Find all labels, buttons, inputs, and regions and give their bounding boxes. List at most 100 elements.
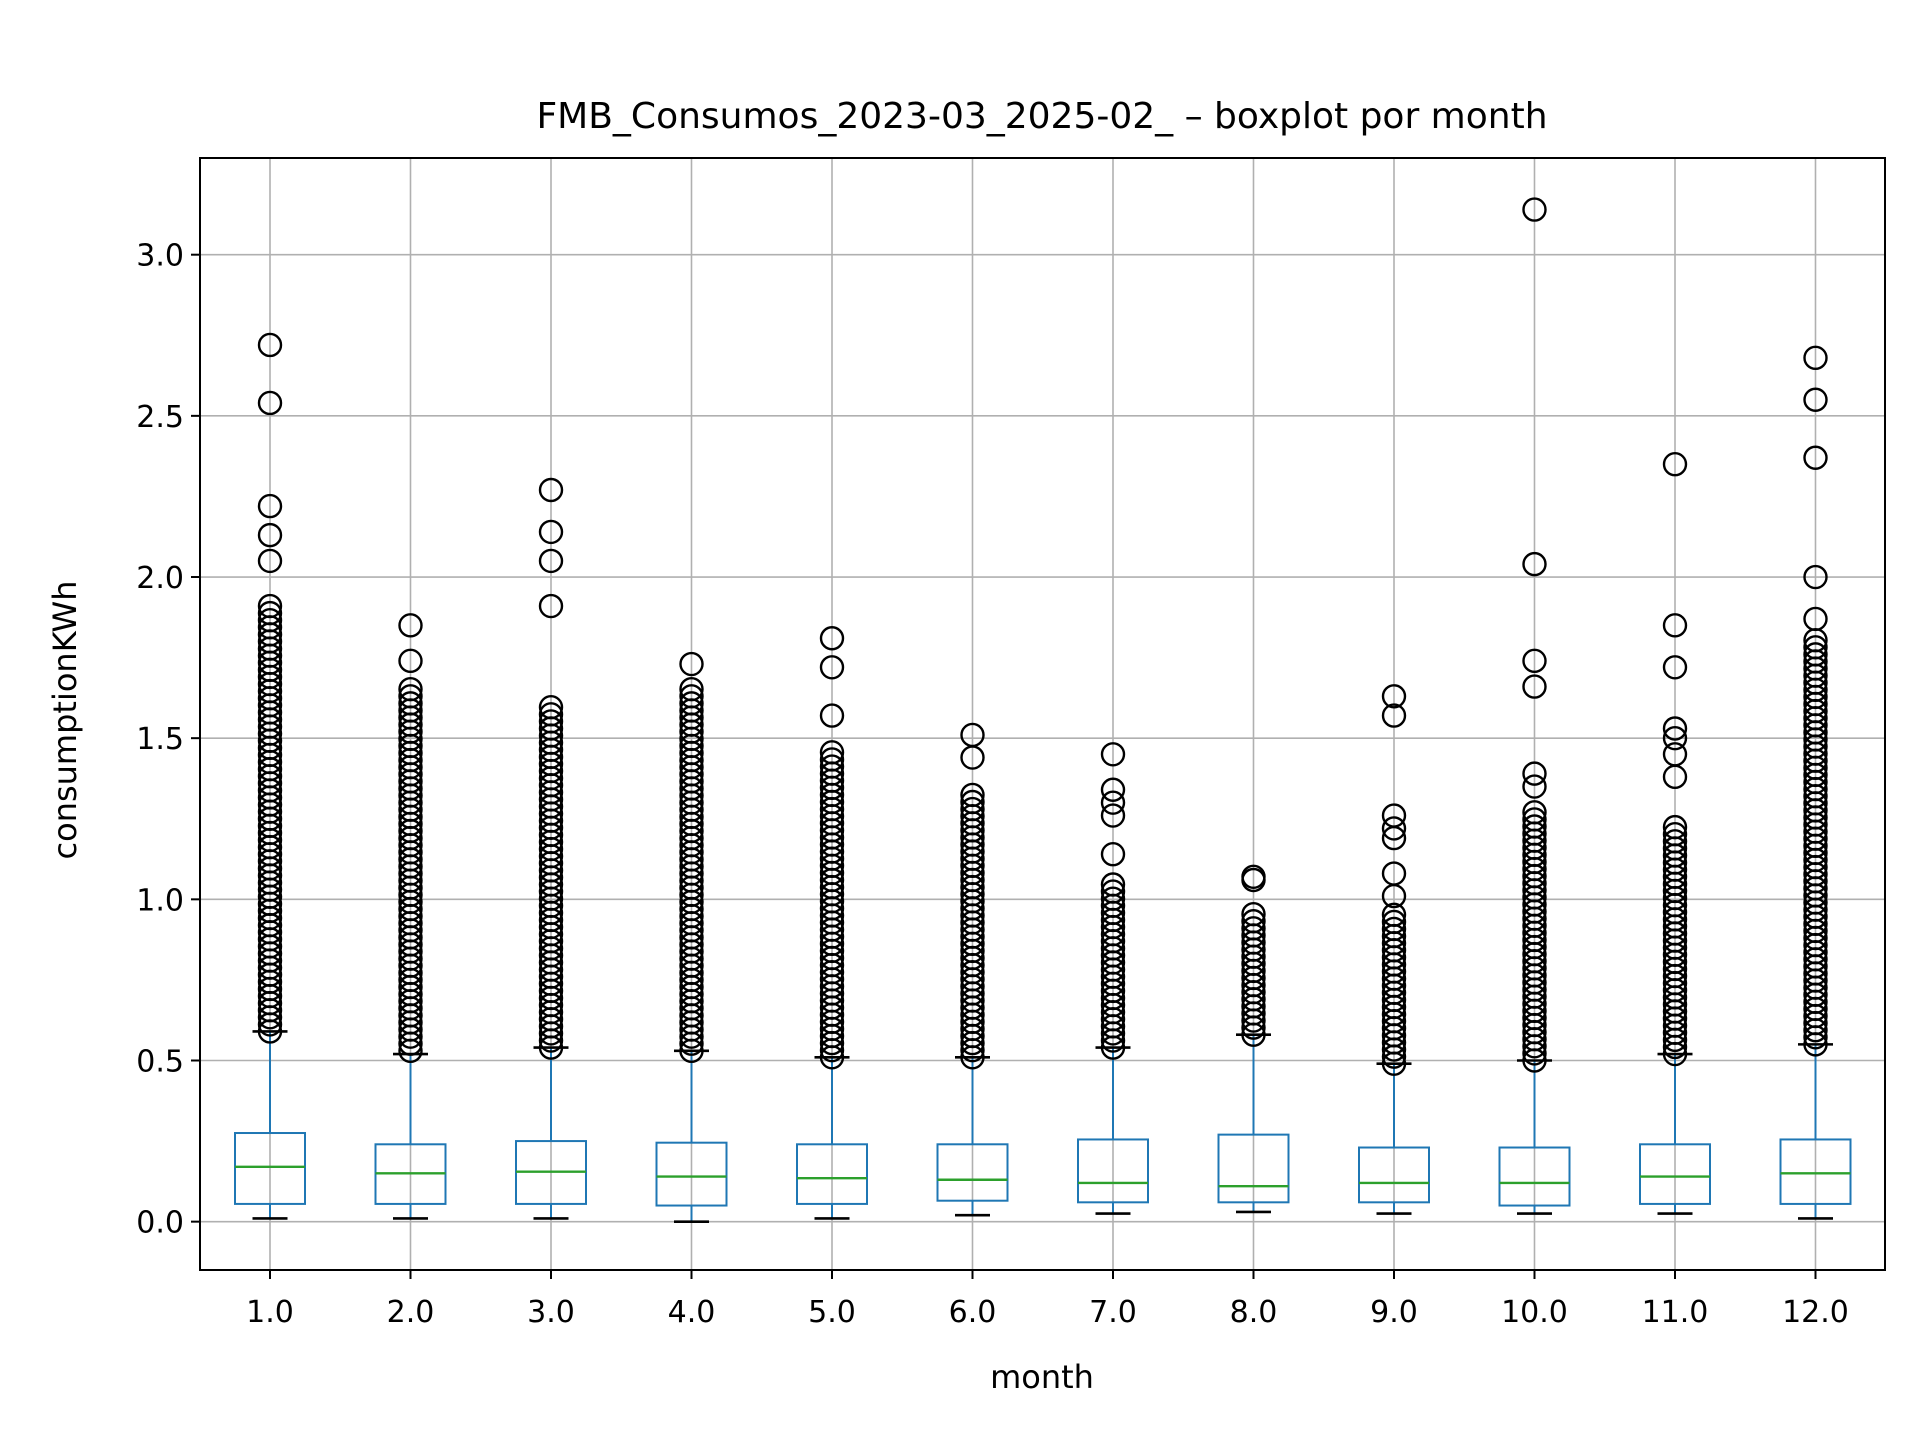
outlier-point xyxy=(538,548,564,574)
outlier-point xyxy=(819,655,845,680)
box-group-10.0 xyxy=(1498,197,1571,1215)
x-tick-label: 6.0 xyxy=(949,1295,997,1330)
iqr-box xyxy=(1639,1143,1711,1205)
x-tick-label: 3.0 xyxy=(527,1295,575,1330)
outlier-point xyxy=(398,676,423,702)
outlier-point xyxy=(257,493,283,519)
box-layer xyxy=(234,197,1852,1223)
outlier-point xyxy=(1100,879,1126,904)
y-tick-label: 0.5 xyxy=(136,1044,184,1079)
outlier-point xyxy=(1381,902,1407,928)
box-group-6.0 xyxy=(936,722,1009,1217)
outlier-point xyxy=(1522,774,1547,799)
x-tick-label: 4.0 xyxy=(668,1295,716,1330)
y-tick-label: 2.5 xyxy=(136,400,184,435)
iqr-box xyxy=(655,1141,728,1207)
outlier-point xyxy=(1381,684,1407,709)
outlier-point xyxy=(1100,777,1126,802)
outlier-point xyxy=(1241,916,1266,941)
iqr-box xyxy=(1358,1146,1430,1204)
iqr-box xyxy=(1077,1138,1149,1204)
outlier-point xyxy=(1803,564,1828,590)
tick-layer: 0.0 0.5 1.0 1.5 2.0 2.5 3.0 1.0 2.0 3.0 4.0 5.0 6.0 7… xyxy=(136,239,1849,1330)
outlier-point xyxy=(398,691,423,716)
outlier-point xyxy=(1522,800,1547,825)
outlier-point xyxy=(1381,909,1407,935)
iqr-box xyxy=(1217,1133,1290,1204)
outlier-point xyxy=(257,593,283,619)
iqr-box xyxy=(234,1132,306,1205)
outlier-point xyxy=(1662,725,1688,751)
outlier-point xyxy=(679,691,704,716)
x-tick-label: 2.0 xyxy=(387,1295,435,1330)
outlier-point xyxy=(1381,861,1407,886)
outlier-point xyxy=(398,648,423,674)
outlier-point xyxy=(257,332,283,358)
outlier-point xyxy=(1522,197,1547,222)
iqr-box xyxy=(1498,1146,1571,1207)
outlier-point xyxy=(819,703,845,728)
outlier-point xyxy=(538,593,564,619)
outlier-point xyxy=(1100,872,1126,897)
outlier-point xyxy=(1522,761,1547,786)
outlier-point xyxy=(1381,916,1407,942)
outlier-point xyxy=(1803,635,1828,660)
box-group-3.0 xyxy=(515,477,587,1220)
outlier-point xyxy=(1522,814,1547,839)
chart-title: FMB_Consumos_2023-03_2025-02_ – boxplot … xyxy=(536,96,1547,137)
outlier-point xyxy=(679,651,704,677)
box-group-11.0 xyxy=(1639,452,1711,1215)
outlier-point xyxy=(538,519,564,545)
box-group-4.0 xyxy=(655,651,728,1223)
outlier-point xyxy=(1100,842,1126,867)
box-group-1.0 xyxy=(234,332,306,1220)
iqr-box xyxy=(936,1143,1009,1202)
y-tick-label: 0.0 xyxy=(136,1206,184,1241)
outlier-point xyxy=(1662,829,1688,854)
outlier-point xyxy=(1662,716,1688,741)
outlier-point xyxy=(960,796,985,822)
x-tick-label: 7.0 xyxy=(1089,1295,1137,1330)
x-tick-label: 5.0 xyxy=(808,1295,856,1330)
outlier-point xyxy=(819,626,845,651)
iqr-box xyxy=(796,1143,868,1205)
y-axis-label: consumptionKWh xyxy=(46,581,84,860)
box-group-9.0 xyxy=(1358,684,1430,1215)
outlier-point xyxy=(1662,655,1688,680)
outlier-point xyxy=(1662,613,1688,638)
x-axis-label: month xyxy=(990,1358,1094,1396)
outlier-point xyxy=(538,702,564,727)
outlier-point xyxy=(679,684,704,709)
plot-frame xyxy=(199,157,1886,1271)
outlier-point xyxy=(538,477,564,503)
outlier-point xyxy=(960,782,985,808)
outlier-point xyxy=(1100,886,1126,911)
y-tick-label: 2.0 xyxy=(136,561,184,596)
iqr-box xyxy=(1779,1138,1852,1205)
outlier-point xyxy=(398,613,423,638)
outlier-point xyxy=(1100,803,1126,828)
outlier-point xyxy=(819,747,845,772)
outlier-point xyxy=(1803,445,1828,470)
x-tick-label: 9.0 xyxy=(1370,1295,1418,1330)
x-tick-label: 1.0 xyxy=(246,1295,294,1330)
outlier-point xyxy=(257,390,283,416)
outlier-point xyxy=(398,684,423,709)
outlier-point xyxy=(679,676,704,702)
outlier-point xyxy=(1803,642,1828,667)
y-tick-label: 3.0 xyxy=(136,239,184,274)
x-tick-label: 12.0 xyxy=(1782,1295,1849,1330)
outlier-point xyxy=(819,754,845,779)
box-group-5.0 xyxy=(796,626,868,1220)
outlier-point xyxy=(538,709,564,734)
outlier-point xyxy=(1100,790,1126,815)
outlier-point xyxy=(257,608,283,633)
y-tick-label: 1.5 xyxy=(136,722,184,757)
outlier-point xyxy=(257,522,283,548)
outlier-point xyxy=(1803,606,1828,632)
box-group-8.0 xyxy=(1217,864,1290,1214)
outlier-point xyxy=(257,600,283,626)
